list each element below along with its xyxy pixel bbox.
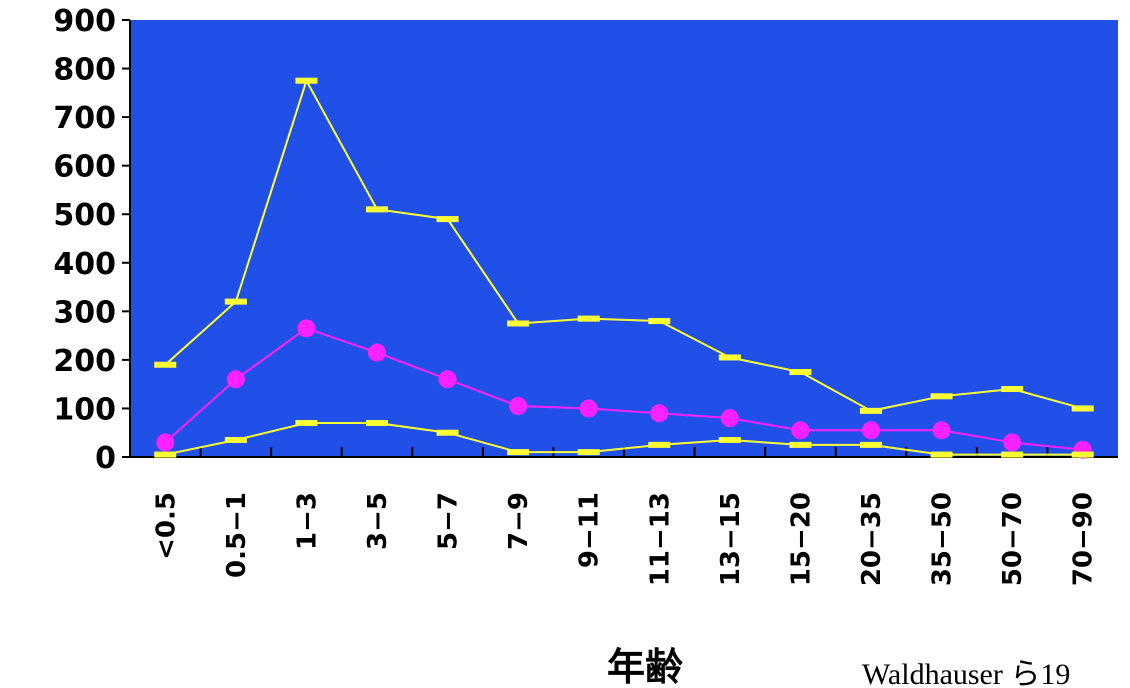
- x-tick-label: 7−9: [504, 492, 534, 550]
- data-point: [720, 409, 739, 428]
- data-point: [154, 361, 177, 368]
- source-credit: Waldhauser ら19: [862, 658, 1070, 688]
- x-tick-label: 0.5−1: [222, 492, 252, 578]
- data-point: [1071, 405, 1094, 412]
- x-tick-label: 15−20: [786, 492, 816, 586]
- y-tick-label: 800: [53, 53, 116, 88]
- data-point: [577, 315, 600, 322]
- data-point: [509, 397, 528, 416]
- y-tick-label: 900: [53, 4, 116, 39]
- data-point: [366, 206, 388, 213]
- data-point: [579, 399, 598, 418]
- x-tick-label: 20−35: [857, 492, 887, 586]
- series-line: [165, 422, 1083, 456]
- y-tick-label: 700: [53, 101, 116, 136]
- data-point: [295, 77, 318, 84]
- data-point: [1071, 451, 1094, 458]
- data-point: [1001, 386, 1024, 393]
- data-point: [224, 437, 247, 444]
- y-tick-label: 400: [53, 247, 116, 282]
- data-point: [930, 393, 953, 400]
- data-point: [789, 441, 812, 448]
- data-point: [718, 437, 741, 444]
- data-point: [507, 320, 530, 327]
- x-tick-label: 5−7: [434, 492, 464, 550]
- data-point: [577, 449, 600, 456]
- data-point: [226, 370, 245, 389]
- y-tick-label: 0: [95, 441, 116, 476]
- data-point: [436, 216, 459, 223]
- data-point: [1001, 451, 1024, 458]
- y-tick-label: 300: [53, 295, 116, 330]
- data-point: [789, 369, 812, 376]
- data-point: [297, 319, 316, 338]
- data-point: [438, 370, 457, 389]
- series-line: [164, 327, 1083, 451]
- data-point: [648, 441, 671, 448]
- y-tick-label: 100: [53, 392, 116, 427]
- data-point: [650, 404, 669, 423]
- data-point: [436, 429, 459, 436]
- series-line: [164, 78, 1083, 412]
- x-tick-label: 11−13: [645, 492, 675, 586]
- data-point: [930, 451, 953, 458]
- data-point: [507, 449, 530, 456]
- data-point: [154, 451, 177, 458]
- x-tick-label: 13−15: [716, 492, 746, 586]
- plot-area: [130, 20, 1118, 457]
- y-tick-label: 200: [53, 344, 116, 379]
- x-tick-label: 9−11: [575, 492, 605, 568]
- x-axis-label: 年齢: [607, 645, 683, 688]
- data-point: [224, 298, 247, 305]
- x-tick-label: 50−70: [998, 492, 1028, 586]
- data-point: [295, 420, 318, 427]
- data-point: [156, 433, 175, 452]
- y-tick-label: 500: [53, 198, 116, 233]
- x-tick-label: 1−3: [292, 492, 322, 550]
- data-point: [718, 354, 741, 361]
- data-point: [791, 421, 810, 440]
- data-point: [932, 421, 951, 440]
- data-point: [1003, 433, 1022, 452]
- x-tick-label: 3−5: [363, 492, 393, 550]
- series-3: [154, 420, 1094, 458]
- x-tick-label: 35−50: [928, 492, 958, 586]
- data-point: [648, 318, 671, 325]
- data-point: [366, 420, 388, 427]
- x-tick-label: 70−90: [1069, 492, 1099, 586]
- x-tick-label: <0.5: [151, 492, 181, 560]
- data-point: [862, 421, 880, 440]
- data-point: [860, 441, 882, 448]
- y-tick-label: 600: [53, 150, 116, 185]
- series-1: [154, 77, 1094, 414]
- data-point: [860, 407, 882, 414]
- series-2: [156, 319, 1092, 459]
- data-point: [368, 343, 386, 362]
